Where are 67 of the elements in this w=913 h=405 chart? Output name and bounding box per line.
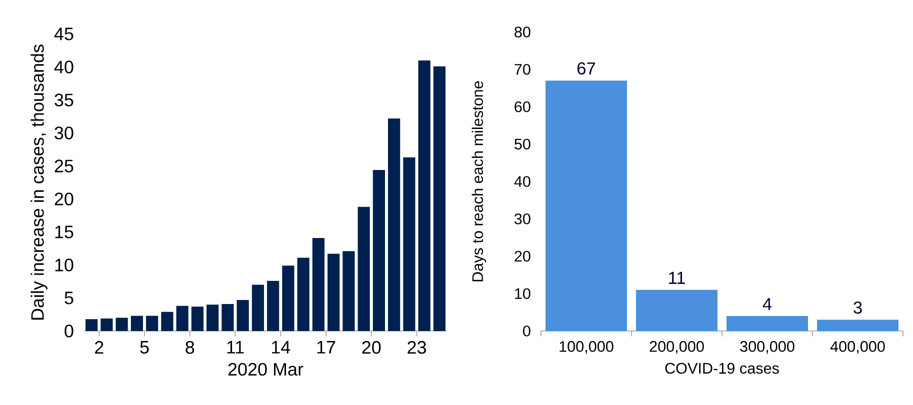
bar <box>222 304 234 331</box>
bar <box>176 306 188 331</box>
data-label: 67 <box>577 62 596 75</box>
bar <box>312 238 324 331</box>
bar <box>282 266 294 331</box>
x-axis-title: COVID-19 cases <box>665 362 779 374</box>
x-tick-label: 8 <box>186 341 194 354</box>
x-tick-label: 300,000 <box>740 341 794 354</box>
x-tick-label: 400,000 <box>830 341 885 354</box>
bar <box>191 306 204 331</box>
bar <box>817 320 898 331</box>
bar <box>403 157 416 331</box>
x-tick-label: 14 <box>272 341 290 354</box>
bar <box>546 80 627 331</box>
x-tick-label: 2 <box>95 341 104 354</box>
x-tick-label: 20 <box>362 341 381 354</box>
bar <box>372 170 385 331</box>
x-tick-label: 100,000 <box>560 341 614 354</box>
bar <box>116 318 128 331</box>
y-tick-label: 70 <box>514 64 530 75</box>
bar <box>130 316 143 331</box>
bar <box>206 304 219 331</box>
bar <box>342 251 355 331</box>
y-tick-label: 60 <box>514 101 530 112</box>
y-tick-label: 10 <box>55 258 74 272</box>
bar <box>236 300 249 331</box>
bar <box>100 318 113 331</box>
y-tick-label: 45 <box>54 28 74 40</box>
y-tick-label: 80 <box>514 26 530 38</box>
y-axis-title: Daily increase in cases, thousands <box>30 44 48 320</box>
y-tick-label: 40 <box>514 176 530 187</box>
y-tick-label: 0 <box>523 326 530 336</box>
x-tick-label: 11 <box>227 341 244 354</box>
bar <box>433 66 446 331</box>
bar <box>636 290 718 331</box>
y-axis-title: Days to reach each milestone <box>472 81 486 282</box>
y-tick-label: 30 <box>514 213 530 224</box>
bar <box>161 312 174 331</box>
x-tick-label: 200,000 <box>650 341 704 354</box>
bar <box>358 206 370 331</box>
bar <box>297 258 310 331</box>
bar <box>388 118 400 331</box>
y-tick-label: 50 <box>514 138 530 150</box>
x-axis-title: 2020 Mar <box>228 362 304 376</box>
y-tick-label: 5 <box>64 292 74 304</box>
bar <box>86 319 98 331</box>
bar <box>418 60 430 331</box>
bar <box>328 254 340 331</box>
data-label: 4 <box>762 298 772 310</box>
y-tick-label: 20 <box>54 192 74 206</box>
bar <box>252 284 264 331</box>
y-tick-label: 30 <box>54 126 74 140</box>
bar <box>726 316 808 331</box>
x-tick-label: 17 <box>317 341 336 354</box>
y-tick-label: 15 <box>55 226 74 238</box>
y-tick-label: 20 <box>514 250 530 262</box>
y-tick-label: 0 <box>64 324 74 338</box>
x-tick-label: 5 <box>140 341 149 354</box>
x-tick-label: 23 <box>408 341 426 354</box>
y-tick-label: 35 <box>54 94 74 106</box>
y-tick-label: 25 <box>54 160 74 172</box>
data-label: 3 <box>854 301 862 314</box>
y-tick-label: 40 <box>54 60 74 74</box>
y-tick-label: 10 <box>515 288 530 300</box>
bar <box>146 316 158 331</box>
bar <box>267 280 280 331</box>
data-label: 11 <box>669 272 685 284</box>
